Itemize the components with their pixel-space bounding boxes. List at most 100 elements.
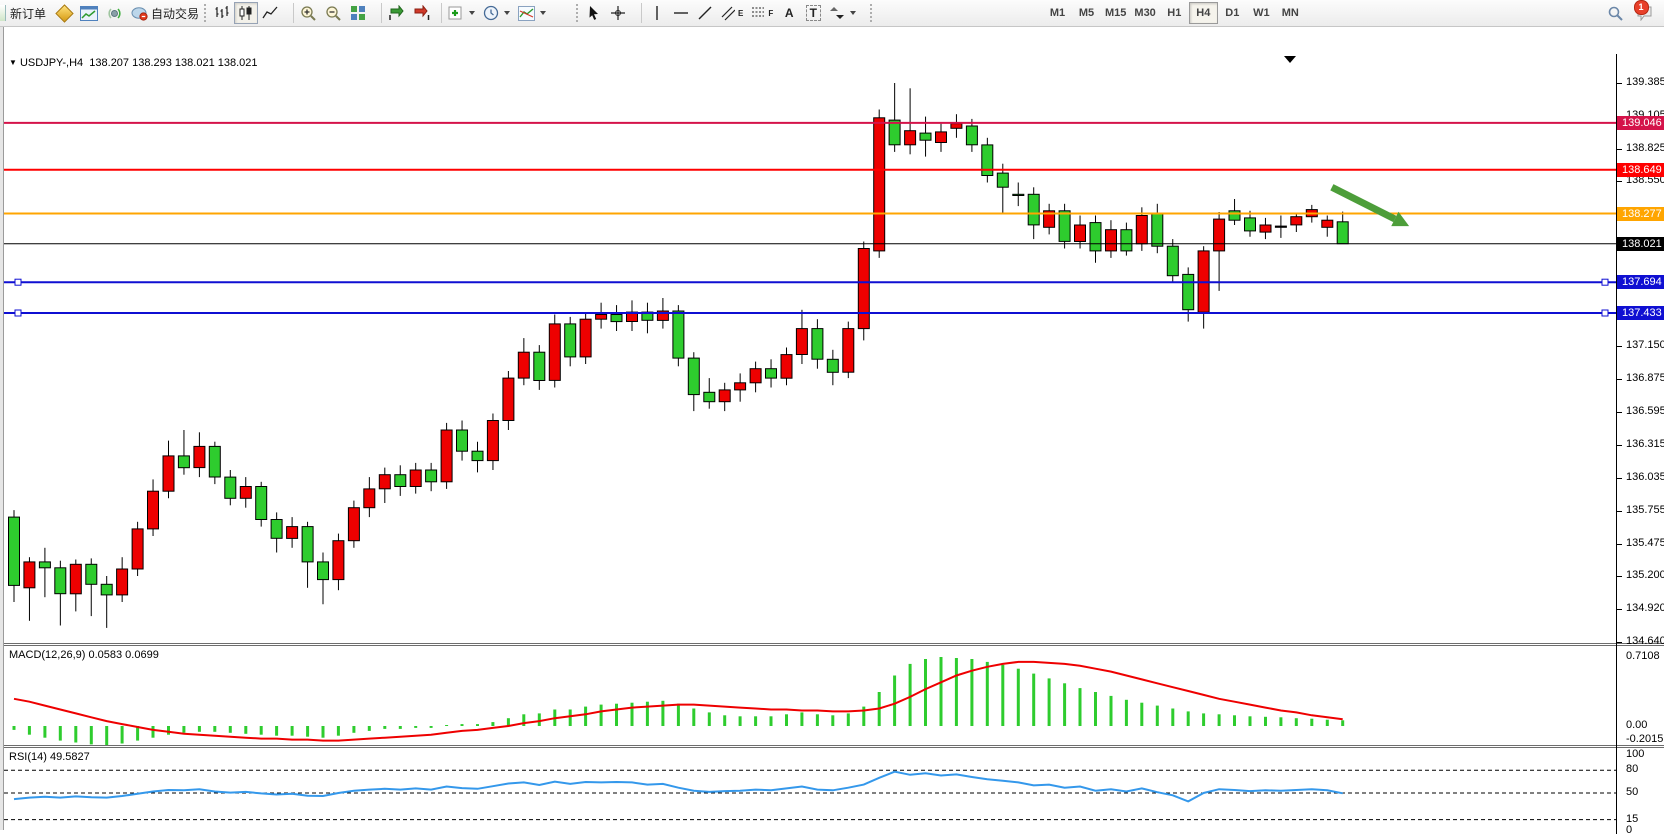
- candle[interactable]: [564, 323, 577, 358]
- candle[interactable]: [1135, 215, 1148, 245]
- candle[interactable]: [734, 382, 747, 391]
- candle[interactable]: [795, 328, 808, 356]
- toolbar-grip[interactable]: [870, 4, 875, 22]
- candle[interactable]: [8, 516, 20, 586]
- periods-button[interactable]: [479, 2, 514, 24]
- bar-chart-mode-button[interactable]: [210, 2, 234, 24]
- candle[interactable]: [1244, 217, 1256, 232]
- candle[interactable]: [888, 119, 901, 146]
- vertical-line-tool-button[interactable]: [645, 2, 669, 24]
- candle[interactable]: [54, 567, 67, 595]
- candle[interactable]: [1027, 193, 1040, 226]
- candle[interactable]: [517, 351, 530, 379]
- timeframe-m5-button[interactable]: M5: [1072, 2, 1101, 24]
- candle[interactable]: [996, 172, 1009, 188]
- macd-panel-canvas[interactable]: [4, 646, 1616, 746]
- candlestick-mode-button[interactable]: [234, 2, 258, 24]
- candle[interactable]: [1336, 221, 1349, 245]
- signals-button[interactable]: [102, 2, 127, 24]
- cursor-tool-button[interactable]: [582, 2, 606, 24]
- candle[interactable]: [610, 314, 623, 323]
- timeframe-h4-button[interactable]: H4: [1188, 2, 1218, 24]
- candle[interactable]: [1213, 218, 1226, 252]
- candle[interactable]: [502, 377, 515, 422]
- auto-trading-button[interactable]: 自动交易: [127, 2, 203, 24]
- trendline-tool-button[interactable]: [693, 2, 717, 24]
- search-button[interactable]: [1603, 2, 1628, 24]
- candle[interactable]: [147, 490, 159, 530]
- candle[interactable]: [1321, 219, 1334, 228]
- candle[interactable]: [317, 561, 329, 581]
- candle[interactable]: [255, 486, 268, 520]
- candle[interactable]: [193, 445, 206, 469]
- candle[interactable]: [394, 474, 407, 488]
- panel-separator[interactable]: [0, 745, 1664, 746]
- candle[interactable]: [69, 563, 82, 595]
- candle[interactable]: [703, 391, 716, 403]
- candle[interactable]: [100, 583, 113, 596]
- candle[interactable]: [301, 526, 314, 563]
- candle[interactable]: [1290, 216, 1303, 226]
- candle[interactable]: [718, 389, 731, 403]
- timeframe-m30-button[interactable]: M30: [1130, 2, 1159, 24]
- horizontal-line-tool-button[interactable]: [669, 2, 693, 24]
- candle[interactable]: [332, 540, 345, 581]
- candle[interactable]: [1228, 210, 1241, 221]
- crosshair-tool-button[interactable]: [606, 2, 630, 24]
- candle[interactable]: [857, 248, 870, 330]
- candle[interactable]: [38, 561, 51, 569]
- candle[interactable]: [347, 507, 360, 542]
- candle[interactable]: [533, 351, 546, 382]
- candle[interactable]: [904, 130, 917, 146]
- toolbar-grip[interactable]: [576, 4, 581, 22]
- candle[interactable]: [456, 429, 468, 452]
- candle[interactable]: [935, 131, 947, 144]
- candle[interactable]: [23, 561, 36, 589]
- candle[interactable]: [687, 357, 700, 396]
- rsi-panel-canvas[interactable]: [4, 748, 1616, 834]
- candle[interactable]: [1105, 229, 1117, 252]
- candle[interactable]: [811, 328, 824, 360]
- candle[interactable]: [440, 429, 453, 483]
- candle[interactable]: [1058, 210, 1071, 242]
- main-chart-canvas[interactable]: [4, 54, 1616, 643]
- trend-arrow-annotation[interactable]: [1330, 184, 1397, 223]
- new-order-button[interactable]: 新订单: [6, 2, 50, 24]
- candle[interactable]: [116, 568, 129, 596]
- panel-separator[interactable]: [0, 643, 1664, 644]
- timeframe-m1-button[interactable]: M1: [1043, 2, 1072, 24]
- toolbar-grip[interactable]: [204, 4, 209, 22]
- timeframe-w1-button[interactable]: W1: [1247, 2, 1276, 24]
- market-watch-button[interactable]: [52, 2, 76, 24]
- candle[interactable]: [765, 368, 777, 379]
- auto-scroll-button[interactable]: [384, 2, 409, 24]
- candle[interactable]: [950, 123, 963, 129]
- tile-windows-button[interactable]: [346, 2, 370, 24]
- chart-shift-marker-icon[interactable]: [1284, 56, 1296, 63]
- candle[interactable]: [1074, 224, 1086, 242]
- candle[interactable]: [177, 455, 190, 469]
- candle[interactable]: [1274, 225, 1287, 228]
- candle[interactable]: [548, 323, 561, 381]
- candle[interactable]: [270, 519, 283, 539]
- candle[interactable]: [208, 445, 221, 478]
- candle[interactable]: [1166, 245, 1179, 277]
- collapse-triangle-icon[interactable]: ▼: [9, 58, 17, 67]
- arrows-tool-button[interactable]: [825, 2, 860, 24]
- zoom-out-button[interactable]: [321, 2, 346, 24]
- candle[interactable]: [486, 420, 499, 462]
- text-tool-button[interactable]: A: [777, 2, 801, 24]
- candle[interactable]: [672, 310, 685, 359]
- candle[interactable]: [471, 450, 484, 462]
- candle[interactable]: [1120, 229, 1133, 252]
- timeframe-d1-button[interactable]: D1: [1218, 2, 1247, 24]
- candle[interactable]: [1012, 193, 1025, 197]
- candle[interactable]: [595, 314, 608, 320]
- candle[interactable]: [1089, 222, 1102, 252]
- candle[interactable]: [749, 368, 762, 384]
- candle[interactable]: [579, 318, 592, 358]
- templates-button[interactable]: [514, 2, 550, 24]
- candle[interactable]: [378, 474, 391, 490]
- indicators-button[interactable]: [444, 2, 479, 24]
- zoom-in-button[interactable]: [296, 2, 321, 24]
